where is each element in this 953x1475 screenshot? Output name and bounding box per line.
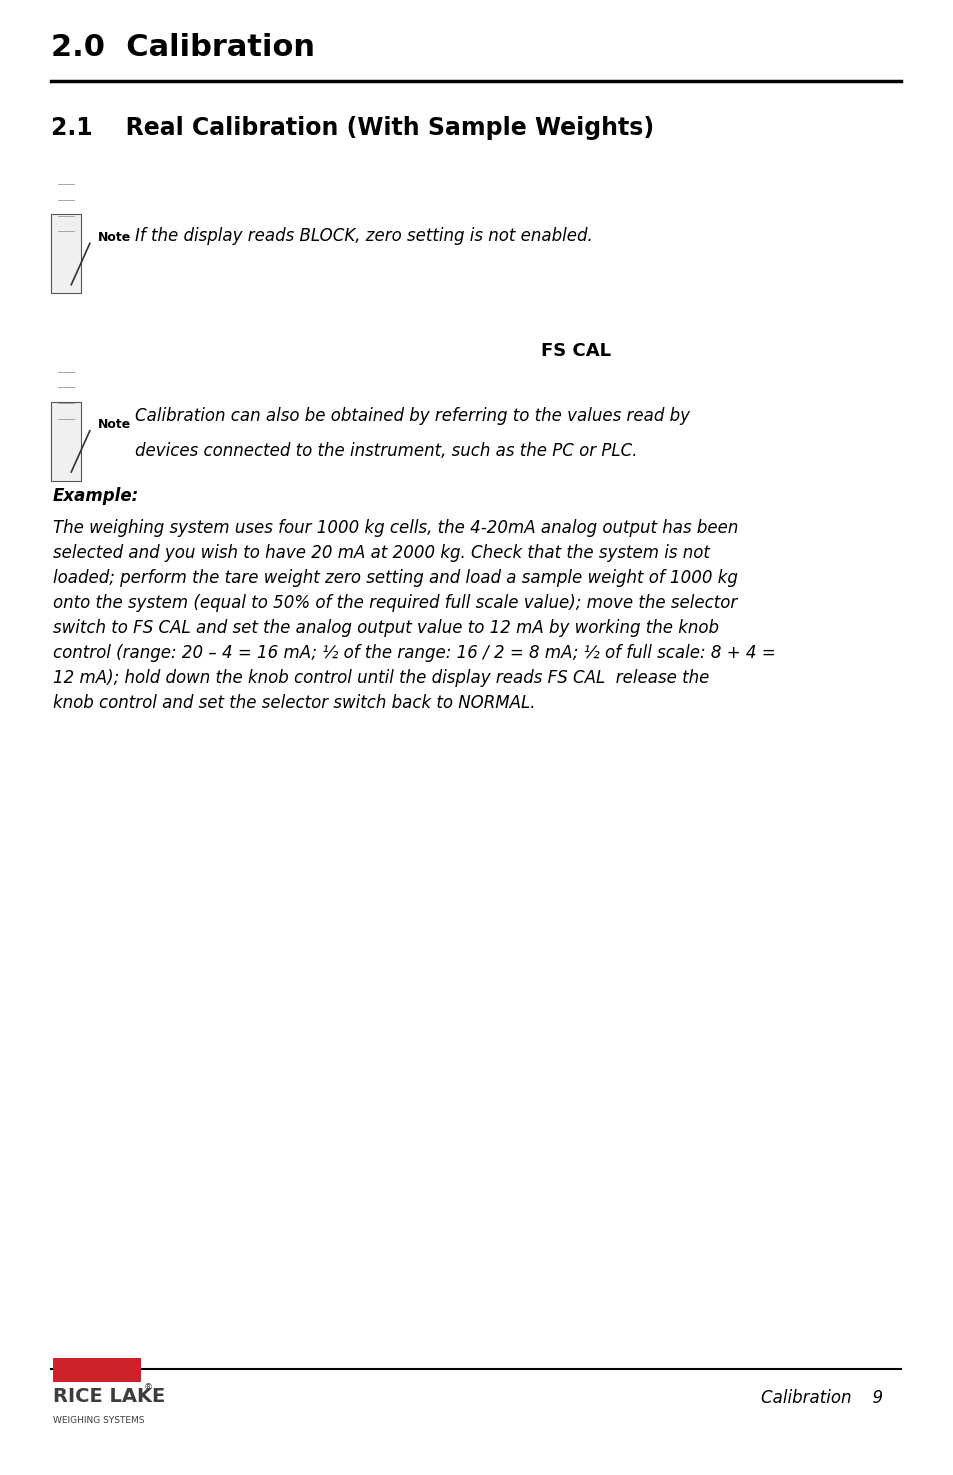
Text: Calibration    9: Calibration 9 — [760, 1389, 882, 1407]
Text: ®: ® — [144, 1384, 152, 1392]
FancyBboxPatch shape — [51, 401, 81, 481]
Text: Note: Note — [97, 419, 131, 431]
Text: Example:: Example: — [52, 487, 139, 504]
Text: The weighing system uses four 1000 kg cells, the 4-20mA analog output has been
s: The weighing system uses four 1000 kg ce… — [52, 519, 775, 712]
Text: Calibration can also be obtained by referring to the values read by: Calibration can also be obtained by refe… — [134, 407, 689, 425]
Text: 2.0  Calibration: 2.0 Calibration — [51, 32, 314, 62]
Text: WEIGHING SYSTEMS: WEIGHING SYSTEMS — [52, 1416, 144, 1425]
Text: FS CAL: FS CAL — [540, 342, 610, 360]
Text: RICE LAKE: RICE LAKE — [52, 1386, 165, 1406]
Text: If the display reads BLOCK, zero setting is not enabled.: If the display reads BLOCK, zero setting… — [134, 227, 592, 245]
FancyBboxPatch shape — [51, 214, 81, 294]
FancyBboxPatch shape — [52, 1358, 141, 1382]
Text: Note: Note — [97, 232, 131, 243]
Text: devices connected to the instrument, such as the PC or PLC.: devices connected to the instrument, suc… — [134, 442, 637, 460]
Text: 2.1    Real Calibration (With Sample Weights): 2.1 Real Calibration (With Sample Weight… — [51, 117, 654, 140]
